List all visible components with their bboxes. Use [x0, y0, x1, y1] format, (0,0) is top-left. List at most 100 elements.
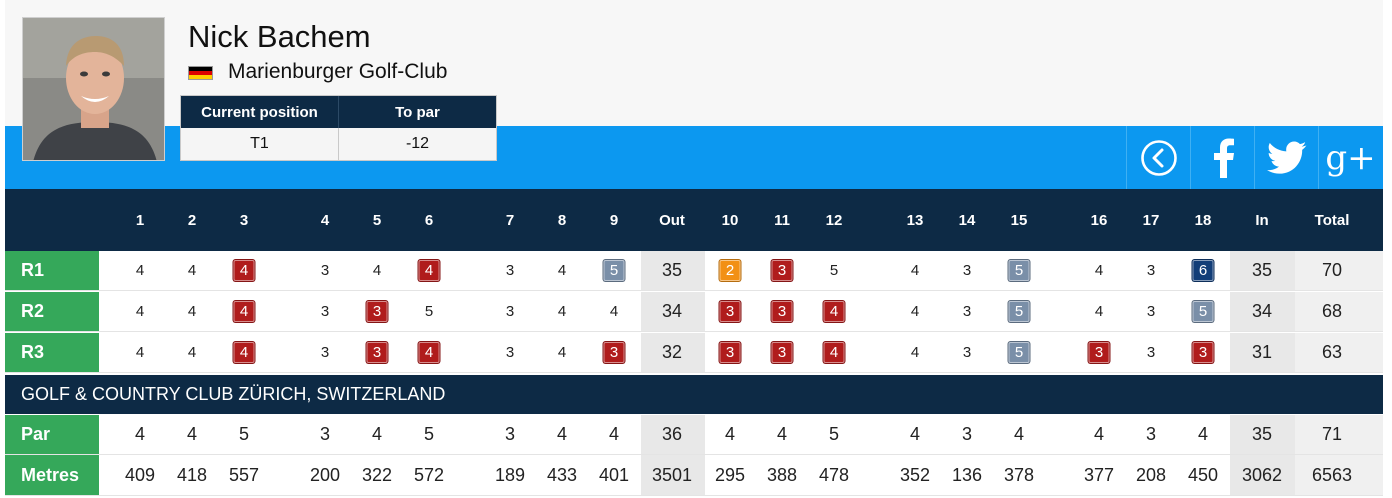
- score-cell: 4: [609, 303, 619, 320]
- score-cell: 3: [770, 292, 794, 331]
- score-cell: 4: [187, 344, 197, 361]
- back-button[interactable]: [1126, 126, 1190, 189]
- google-plus-share-button[interactable]: g+: [1318, 126, 1382, 189]
- score-badge: 4: [822, 300, 846, 323]
- total-column-bg: [641, 333, 705, 372]
- score-badge: 4: [232, 341, 256, 364]
- score-badge: 3: [1191, 341, 1215, 364]
- hole-header: In: [1255, 211, 1269, 229]
- score-badge: 3: [365, 341, 389, 364]
- score-cell: 3: [320, 303, 330, 320]
- score-cell: 3: [718, 292, 742, 331]
- score-cell: 4: [822, 333, 846, 372]
- round-total: 34: [1251, 301, 1273, 321]
- score-cell: 4: [187, 303, 197, 320]
- round-total: 35: [1251, 260, 1273, 280]
- par-row: 4 4 5 3 4 5 3 4 4 36 4 4 5 4 3 4 4 3 4 35 71 Par: [5, 415, 1383, 455]
- metres-value: 378: [1003, 464, 1035, 485]
- par-value: 35: [1251, 424, 1273, 444]
- current-position-value: T1: [181, 128, 339, 160]
- score-cell: 4: [822, 292, 846, 331]
- round-row: 4 4 4 3 3 4 3 4 3 32 3 3 4 4 3 5 3 3 3 31 63 R3: [5, 333, 1383, 373]
- metres-value: 450: [1187, 464, 1219, 485]
- metres-value: 557: [228, 464, 260, 485]
- par-value: 4: [1197, 424, 1209, 444]
- hole-header: 2: [187, 211, 197, 229]
- total-column-bg: [641, 455, 705, 495]
- score-cell: 3: [770, 333, 794, 372]
- score-cell: 5: [1007, 333, 1031, 372]
- metres-label: Metres: [5, 455, 99, 495]
- score-badge: 3: [1087, 341, 1111, 364]
- twitter-icon: [1266, 141, 1306, 174]
- round-total: 68: [1321, 301, 1343, 321]
- metres-value: 401: [598, 464, 630, 485]
- par-value: 4: [776, 424, 788, 444]
- score-cell: 3: [1146, 303, 1156, 320]
- score-badge: 4: [822, 341, 846, 364]
- score-cell: 3: [1191, 333, 1215, 372]
- total-column-bg: [1295, 292, 1383, 331]
- score-cell: 3: [320, 262, 330, 279]
- par-value: 3: [504, 424, 516, 444]
- score-badge: 3: [602, 341, 626, 364]
- round-label: R1: [5, 251, 99, 290]
- score-cell: 4: [135, 303, 145, 320]
- score-cell: 4: [417, 333, 441, 372]
- metres-value: 352: [899, 464, 931, 485]
- hole-header: 13: [906, 211, 924, 229]
- par-value: 4: [724, 424, 736, 444]
- score-cell: 4: [557, 262, 567, 279]
- total-column-bg: [1230, 455, 1295, 495]
- metres-value: 6563: [1311, 464, 1353, 485]
- score-cell: 4: [232, 251, 256, 290]
- score-cell: 3: [602, 333, 626, 372]
- hole-header: 3: [239, 211, 249, 229]
- par-value: 5: [828, 424, 840, 444]
- score-cell: 4: [557, 344, 567, 361]
- par-value: 71: [1321, 424, 1343, 444]
- score-cell: 3: [505, 262, 515, 279]
- par-value: 4: [556, 424, 568, 444]
- google-plus-icon: g+: [1325, 137, 1376, 178]
- score-cell: 4: [910, 344, 920, 361]
- hole-header: 5: [372, 211, 382, 229]
- metres-value: 409: [124, 464, 156, 485]
- metres-value: 208: [1135, 464, 1167, 485]
- score-cell: 4: [1094, 262, 1104, 279]
- score-cell: 4: [557, 303, 567, 320]
- par-value: 4: [1093, 424, 1105, 444]
- score-cell: 3: [320, 344, 330, 361]
- metres-value: 136: [951, 464, 983, 485]
- facebook-icon: [1213, 138, 1234, 178]
- score-cell: 3: [505, 344, 515, 361]
- score-badge: 3: [718, 300, 742, 323]
- score-cell: 3: [365, 333, 389, 372]
- score-badge: 4: [417, 341, 441, 364]
- hole-header: 8: [557, 211, 567, 229]
- metres-value: 388: [766, 464, 798, 485]
- hole-header: 6: [424, 211, 434, 229]
- facebook-share-button[interactable]: [1190, 126, 1254, 189]
- score-cell: 4: [1094, 303, 1104, 320]
- par-value: 36: [661, 424, 683, 444]
- score-cell: 5: [602, 251, 626, 290]
- score-cell: 5: [829, 262, 839, 279]
- score-badge: 6: [1191, 259, 1215, 282]
- score-cell: 5: [1007, 251, 1031, 290]
- par-value: 4: [1013, 424, 1025, 444]
- to-par-header: To par: [395, 103, 440, 121]
- round-label: R3: [5, 333, 99, 372]
- total-column-bg: [1230, 292, 1295, 331]
- par-label: Par: [5, 415, 99, 454]
- round-row: 4 4 4 3 3 5 3 4 4 34 3 3 4 4 3 5 4 3 5 34 68 R2: [5, 292, 1383, 332]
- twitter-share-button[interactable]: [1254, 126, 1318, 189]
- hole-header: 11: [774, 211, 790, 229]
- score-cell: 4: [135, 262, 145, 279]
- total-column-bg: [1230, 333, 1295, 372]
- score-cell: 4: [910, 303, 920, 320]
- score-cell: 5: [1191, 292, 1215, 331]
- total-column-bg: [1295, 333, 1383, 372]
- score-cell: 4: [232, 333, 256, 372]
- metres-value: 377: [1083, 464, 1115, 485]
